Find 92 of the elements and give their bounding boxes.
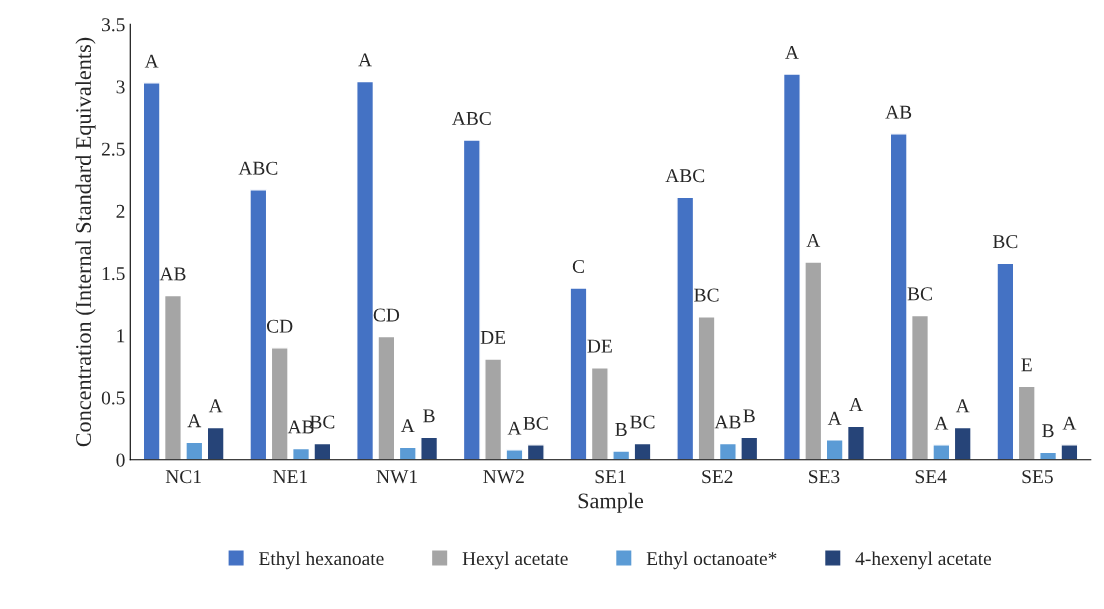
bar bbox=[996, 262, 1015, 460]
data-label: ABC bbox=[665, 169, 705, 183]
data-label: B bbox=[615, 423, 627, 436]
legend-label: Hexyl acetate bbox=[462, 551, 568, 570]
bar bbox=[142, 82, 161, 460]
data-label: AB bbox=[714, 415, 741, 429]
data-label: B bbox=[423, 409, 435, 423]
bar bbox=[377, 335, 396, 460]
data-label: CD bbox=[373, 308, 400, 322]
y-tick-label: 0 bbox=[116, 453, 125, 467]
bar bbox=[612, 450, 631, 460]
y-tick-label: 3.5 bbox=[102, 18, 125, 32]
bar bbox=[718, 442, 737, 460]
bar bbox=[590, 367, 609, 460]
data-label: BC bbox=[694, 288, 719, 302]
data-label: A bbox=[208, 399, 223, 413]
data-label: A bbox=[806, 233, 821, 247]
bar bbox=[782, 73, 801, 460]
data-label: A bbox=[1062, 416, 1077, 430]
bar bbox=[484, 358, 503, 460]
bar bbox=[185, 441, 204, 460]
y-tick-label: 1.5 bbox=[102, 267, 125, 281]
data-label: B bbox=[1042, 424, 1054, 438]
x-tick-label: SE5 bbox=[1022, 470, 1053, 484]
legend-label: 4-hexenyl acetate bbox=[855, 551, 992, 570]
x-tick-label: NC1 bbox=[165, 470, 201, 484]
bar bbox=[910, 314, 930, 460]
bar bbox=[270, 347, 289, 460]
bar bbox=[932, 444, 951, 460]
y-tick-label: 0.5 bbox=[101, 391, 125, 405]
bar bbox=[676, 196, 695, 460]
bar bbox=[1017, 385, 1036, 460]
y-tick-label: 1 bbox=[117, 329, 125, 343]
bar bbox=[804, 261, 823, 460]
bar bbox=[953, 426, 972, 460]
bar bbox=[292, 447, 311, 460]
data-label: BC bbox=[523, 416, 548, 430]
data-label: A bbox=[507, 421, 522, 435]
bar bbox=[697, 316, 716, 460]
bar bbox=[846, 425, 865, 460]
bar bbox=[206, 426, 225, 460]
data-label: CD bbox=[266, 319, 293, 333]
bar bbox=[420, 436, 439, 460]
bar bbox=[356, 80, 375, 460]
data-label: A bbox=[827, 411, 842, 425]
data-label: DE bbox=[587, 339, 612, 353]
x-tick-label: NW2 bbox=[483, 470, 524, 484]
bar bbox=[740, 436, 759, 460]
data-label: BC bbox=[630, 415, 655, 429]
x-tick-label: SE4 bbox=[915, 470, 947, 484]
data-label: A bbox=[358, 53, 372, 67]
bar bbox=[825, 439, 844, 460]
data-label: BC bbox=[907, 287, 932, 301]
data-label: ABC bbox=[451, 111, 491, 125]
y-tick-label: 2.5 bbox=[101, 142, 125, 156]
data-label: A bbox=[955, 399, 970, 413]
bar bbox=[398, 446, 417, 460]
data-label: AB bbox=[159, 267, 186, 281]
data-label: A bbox=[187, 414, 202, 428]
bar bbox=[569, 287, 588, 460]
x-axis-title: Sample bbox=[578, 492, 644, 513]
bar bbox=[462, 139, 481, 460]
data-label: DE bbox=[480, 331, 506, 344]
data-label: E bbox=[1021, 358, 1032, 372]
y-tick-label: 2 bbox=[116, 204, 125, 218]
bar bbox=[313, 442, 332, 460]
data-label: BC bbox=[992, 235, 1018, 249]
data-label: B bbox=[743, 409, 755, 423]
data-label: ABC bbox=[238, 161, 278, 175]
bar bbox=[889, 133, 908, 460]
x-tick-label: NE1 bbox=[273, 470, 308, 484]
bar bbox=[505, 449, 524, 460]
bar bbox=[633, 442, 652, 460]
legend-label: Ethyl octanoate* bbox=[646, 551, 777, 570]
x-tick-label: NW1 bbox=[376, 470, 417, 484]
bar bbox=[163, 294, 182, 460]
data-label: A bbox=[849, 398, 863, 411]
bar bbox=[249, 189, 268, 460]
x-tick-label: SE2 bbox=[702, 470, 733, 484]
bar bbox=[526, 444, 545, 460]
bar bbox=[1060, 444, 1079, 460]
data-label: A bbox=[144, 54, 159, 68]
x-tick-label: SE1 bbox=[595, 470, 626, 484]
y-axis-title: Concentration (Internal Standard Equivalents) bbox=[75, 37, 96, 447]
data-label: A bbox=[785, 46, 799, 59]
x-tick-label: SE3 bbox=[809, 470, 840, 484]
data-label: AB bbox=[885, 105, 912, 119]
data-label: C bbox=[572, 259, 584, 274]
legend-label: Ethyl hexanoate bbox=[259, 551, 384, 570]
y-tick-label: 3 bbox=[116, 80, 125, 94]
data-label: A bbox=[400, 419, 415, 433]
data-label: A bbox=[934, 416, 949, 430]
